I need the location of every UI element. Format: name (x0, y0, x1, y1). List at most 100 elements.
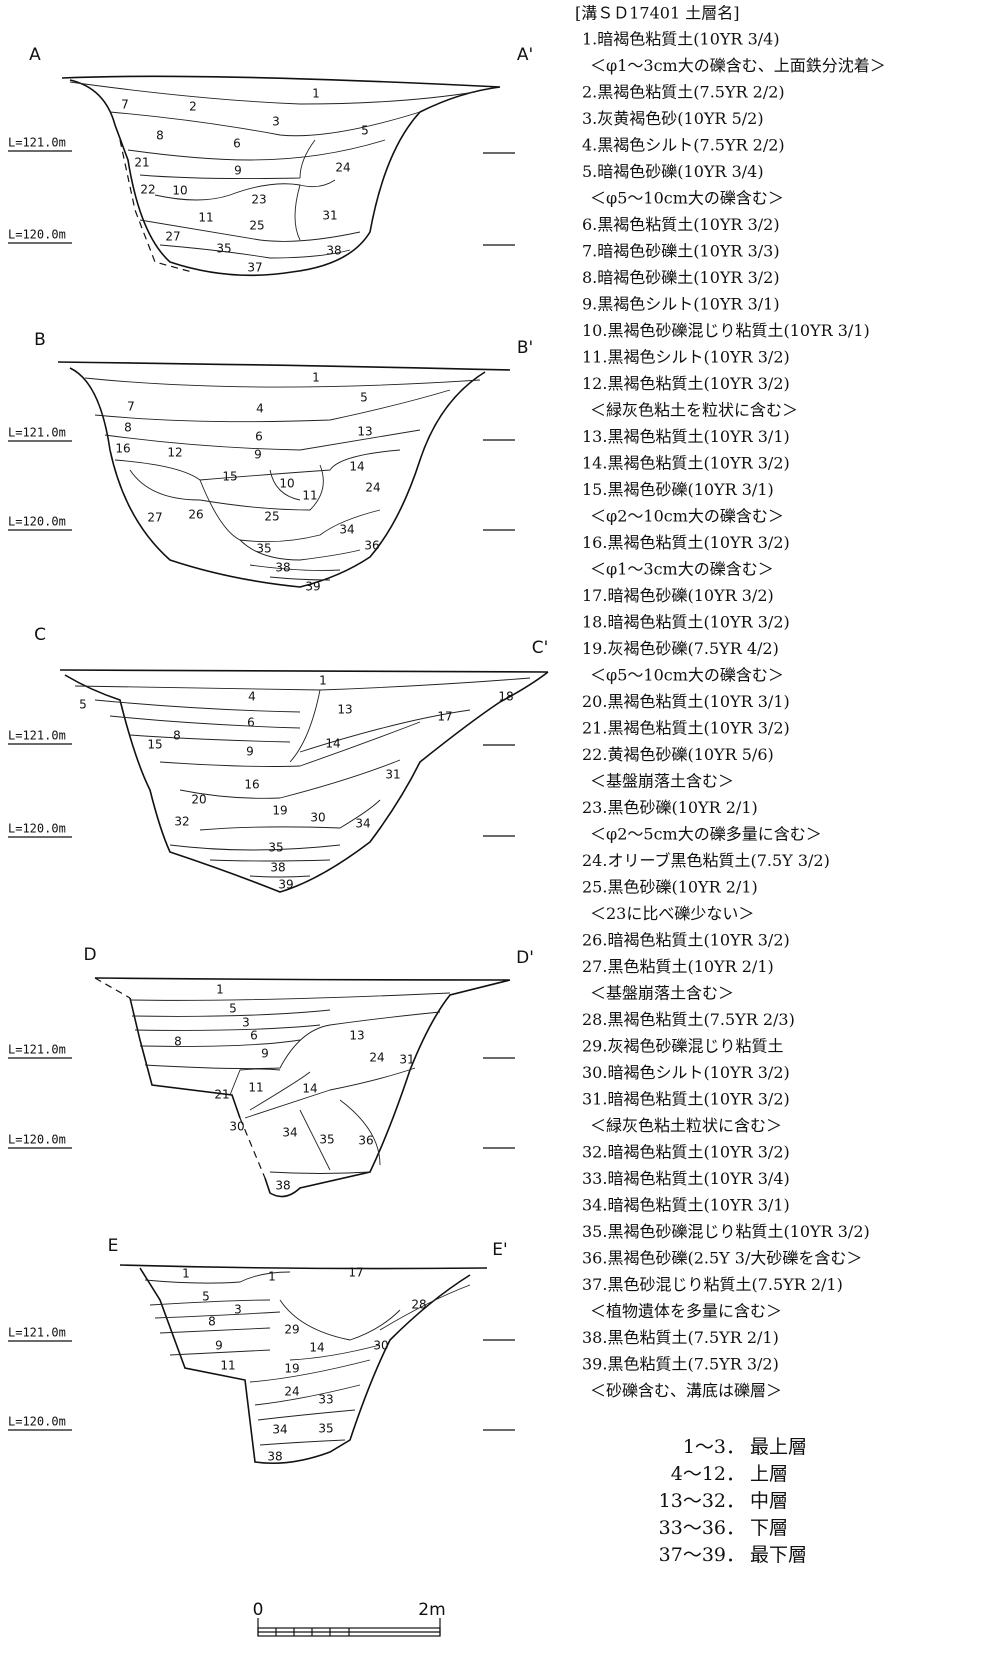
legend-note: ＜緑灰色粘土を粒状に含む＞ (590, 401, 798, 420)
layer-number: 35 (268, 841, 283, 855)
layer-number: 6 (233, 137, 241, 151)
layer-number: 1 (312, 87, 320, 101)
legend-item: 16.黒褐色粘質土(10YR 3/2) (582, 533, 790, 552)
section-outline (120, 140, 192, 272)
layer-number: 5 (360, 391, 368, 405)
section-start: D (83, 945, 96, 965)
layer-number: 13 (337, 703, 352, 717)
legend-item: 30.暗褐色シルト(10YR 3/2) (582, 1063, 790, 1082)
layer-number: 13 (349, 1029, 364, 1043)
layer-number: 19 (272, 804, 287, 818)
layer-number: 36 (358, 1134, 373, 1148)
period-name: 上層 (750, 1463, 788, 1485)
layer-number: 3 (242, 1016, 250, 1030)
layer-number: 3 (234, 1303, 242, 1317)
legend-item: 3.灰黄褐色砂(10YR 5/2) (582, 109, 764, 128)
legend-item: 39.黒色粘質土(7.5YR 3/2) (582, 1355, 779, 1374)
level-label: L=120.0m (8, 228, 66, 242)
legend-item: 23.黒色砂礫(10YR 2/1) (582, 798, 758, 817)
layer-number: 8 (208, 1315, 216, 1329)
layer-number: 38 (267, 1450, 282, 1464)
layer-number: 1 (216, 983, 224, 997)
layer-number: 16 (244, 778, 259, 792)
section-start: A (29, 45, 41, 65)
layer-number: 33 (318, 1393, 333, 1407)
layer-number: 24 (365, 481, 380, 495)
legend-note: ＜φ1～3cm大の礫含む＞ (590, 560, 774, 579)
legend-note: ＜基盤崩落土含む＞ (590, 772, 734, 791)
layer-number: 23 (251, 193, 266, 207)
legend-note: ＜φ1～3cm大の礫含む、上面鉄分沈着＞ (590, 56, 886, 75)
layer-number: 24 (335, 161, 350, 175)
level-label: L=121.0m (8, 1326, 66, 1340)
legend-note: ＜基盤崩落土含む＞ (590, 984, 734, 1003)
scale-bar: 0 2m (253, 1600, 446, 1636)
layer-number: 22 (140, 183, 155, 197)
section-start: E (108, 1236, 119, 1256)
layer-number: 7 (121, 98, 129, 112)
layer-number: 20 (191, 793, 206, 807)
layer-boundary (75, 678, 530, 877)
legend-item: 24.オリーブ黒色粘質土(7.5Y 3/2) (582, 851, 830, 870)
layer-number: 35 (318, 1422, 333, 1436)
section-end: A' (517, 45, 533, 65)
section-end: E' (492, 1240, 507, 1260)
legend-item: 27.黒色粘質土(10YR 2/1) (582, 957, 774, 976)
legend-item: 34.暗褐色粘質土(10YR 3/1) (582, 1196, 790, 1215)
legend-note: ＜φ5～10cm大の礫含む＞ (590, 189, 784, 208)
layer-number: 5 (361, 124, 369, 138)
layer-number: 39 (305, 580, 320, 594)
layer-number: 6 (255, 430, 263, 444)
period-range: 4～12． (671, 1463, 745, 1485)
section-drawings (58, 76, 548, 1463)
legend: 1.暗褐色粘質土(10YR 3/4)＜φ1～3cm大の礫含む、上面鉄分沈着＞2.… (582, 30, 886, 1401)
layer-number: 37 (247, 261, 262, 275)
legend-item: 11.黒褐色シルト(10YR 3/2) (582, 348, 790, 367)
section-end: D' (516, 948, 534, 968)
layer-number: 26 (188, 508, 203, 522)
legend-item: 8.暗褐色砂礫土(10YR 3/2) (582, 268, 780, 287)
level-label: L=121.0m (8, 729, 66, 743)
section-outline (58, 362, 510, 587)
layer-boundary (130, 993, 450, 1174)
legend-note: ＜φ2～10cm大の礫含む＞ (590, 507, 784, 526)
layer-number: 15 (147, 738, 162, 752)
layer-number: 21 (134, 156, 149, 170)
legend-item: 29.灰褐色砂礫混じり粘質土 (582, 1037, 783, 1056)
legend-item: 15.黒褐色砂礫(10YR 3/1) (582, 480, 774, 499)
layer-number: 25 (249, 219, 264, 233)
layer-number: 34 (282, 1126, 297, 1140)
section-outline (95, 978, 265, 1178)
layer-number: 10 (172, 184, 187, 198)
level-label: L=121.0m (8, 1043, 66, 1057)
legend-note: ＜φ2～5cm大の礫多量に含む＞ (590, 825, 822, 844)
legend-item: 5.暗褐色砂礫(10YR 3/4) (582, 162, 764, 181)
layer-number: 38 (270, 861, 285, 875)
level-label: L=120.0m (8, 1133, 66, 1147)
legend-item: 4.黒褐色シルト(7.5YR 2/2) (582, 136, 785, 155)
layer-number: 1 (182, 1267, 190, 1281)
layer-number: 9 (254, 448, 262, 462)
section-figure: AA'L=121.0mL=120.0m172385621924102223311… (0, 0, 991, 1654)
period-range: 13～32． (659, 1490, 745, 1512)
layer-number: 30 (373, 1339, 388, 1353)
layer-number: 14 (302, 1082, 317, 1096)
layer-number: 35 (216, 242, 231, 256)
layer-number: 1 (319, 674, 327, 688)
level-label: L=121.0m (8, 426, 66, 440)
legend-item: 19.灰褐色砂礫(7.5YR 4/2) (582, 639, 779, 658)
period-name: 中層 (750, 1490, 788, 1512)
layer-number: 11 (302, 489, 317, 503)
layer-number: 34 (272, 1423, 287, 1437)
level-label: L=121.0m (8, 136, 66, 150)
legend-item: 17.暗褐色砂礫(10YR 3/2) (582, 586, 774, 605)
layer-number: 9 (246, 745, 254, 759)
layer-number: 8 (173, 729, 181, 743)
scale-end: 2m (418, 1600, 445, 1620)
layer-number: 34 (355, 817, 370, 831)
layer-number: 17 (348, 1266, 363, 1280)
legend-note: ＜23に比べ礫少ない＞ (590, 904, 754, 923)
legend-item: 33.暗褐色粘質土(10YR 3/4) (582, 1169, 790, 1188)
layer-number: 24 (284, 1385, 299, 1399)
layer-number: 14 (325, 737, 340, 751)
